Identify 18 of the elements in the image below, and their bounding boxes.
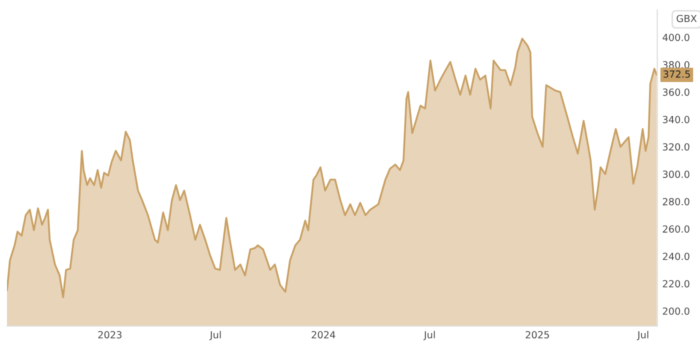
x-tick-label: 2024 [312,331,336,338]
x-tick-label: 2025 [526,331,549,338]
y-tick-label: 200.0 [662,307,690,315]
text: 372.5 [664,70,690,78]
y-tick-label: 280.0 [662,198,690,206]
y-tick-label: 240.0 [662,252,690,260]
x-tick-label: Jul [209,330,221,340]
y-axis-title: GBX [676,14,697,22]
y-tick-label: 260.0 [662,225,690,233]
y-tick-label: 320.0 [662,143,690,151]
x-tick-label: Jul [636,330,648,340]
y-tick-label: 360.0 [662,88,690,96]
x-tick-label: Jul [423,330,435,340]
y-tick-label: 220.0 [662,280,690,288]
y-tick-label: 340.0 [662,116,690,124]
x-tick-label: 2023 [98,331,122,338]
y-tick-label: 300.0 [662,170,690,178]
y-tick-label: 400.0 [662,34,690,42]
